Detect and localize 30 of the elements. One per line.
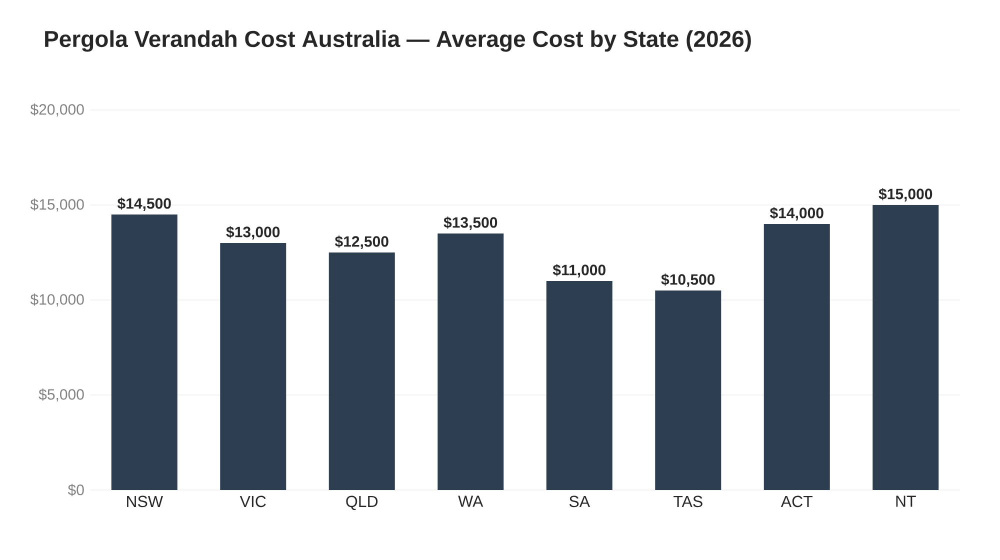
data-label: $13,500 — [444, 216, 498, 230]
x-tick-label: WA — [458, 496, 484, 507]
y-tick-label: $5,000 — [38, 388, 84, 402]
x-tick-label: NSW — [127, 496, 163, 508]
data-label: $10,500 — [661, 274, 715, 287]
data-label: $12,500 — [334, 236, 388, 249]
bar — [438, 233, 504, 490]
x-tick-label: SA — [569, 496, 590, 508]
bar — [655, 290, 722, 490]
chart-title: Pergola Verandah Cost Australia — Average Cost by State (2026) — [45, 30, 751, 52]
bar — [111, 214, 178, 490]
bar — [764, 224, 830, 490]
bar — [220, 242, 286, 490]
y-tick-label: $0 — [68, 484, 84, 496]
x-tick-label: VIC — [240, 496, 266, 508]
y-tick-label: $15,000 — [30, 198, 84, 212]
x-tick-label: QLD — [346, 496, 378, 510]
bar — [872, 205, 939, 490]
data-label: $14,000 — [770, 207, 824, 220]
x-tick-label: NT — [896, 496, 916, 507]
x-tick-label: ACT — [780, 496, 813, 508]
x-tick-label: TAS — [674, 496, 702, 508]
y-tick-label: $10,000 — [30, 293, 84, 307]
data-label: $15,000 — [878, 188, 932, 202]
data-label: $11,000 — [552, 264, 606, 278]
data-label: $14,500 — [117, 198, 171, 211]
data-label: $13,000 — [226, 226, 280, 240]
y-tick-label: $20,000 — [30, 103, 84, 117]
bar — [546, 281, 612, 490]
bar — [328, 252, 395, 490]
